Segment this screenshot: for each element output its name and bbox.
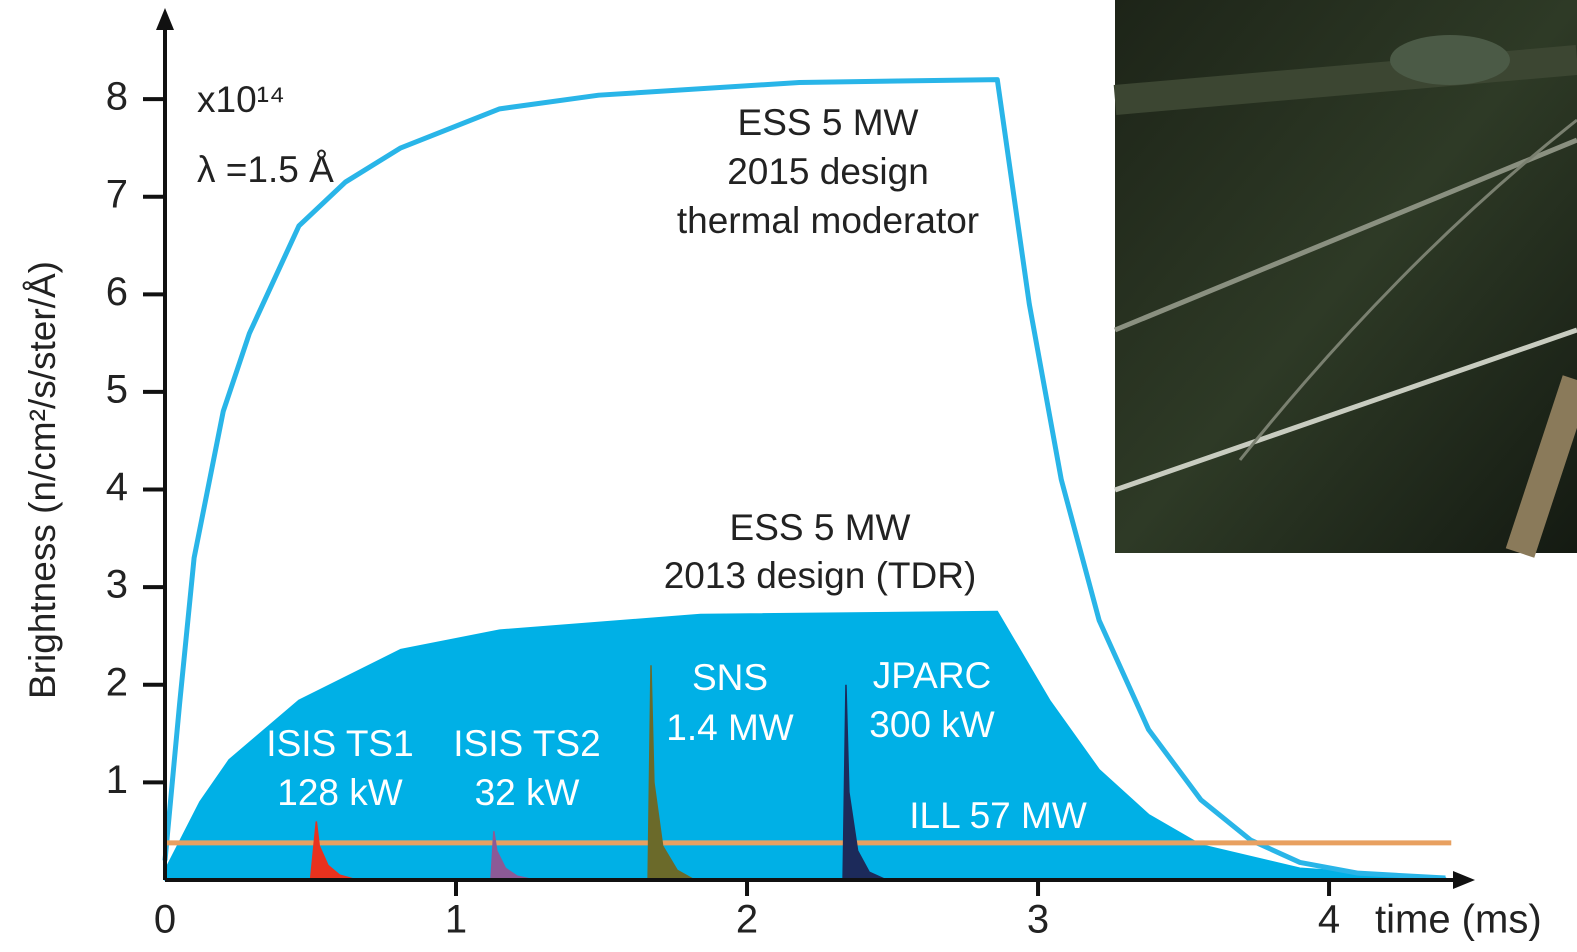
series-label: thermal moderator bbox=[677, 200, 979, 241]
series-label: 1.4 MW bbox=[666, 707, 794, 748]
annotation: λ =1.5 Å bbox=[197, 149, 334, 190]
series-label: JPARC bbox=[873, 655, 992, 696]
x-axis-label: time (ms) bbox=[1375, 898, 1542, 942]
y-tick-label: 2 bbox=[106, 660, 128, 704]
x-tick-label: 3 bbox=[1027, 898, 1049, 942]
series-label: ISIS TS2 bbox=[453, 723, 600, 764]
series-label: 2013 design (TDR) bbox=[664, 555, 977, 596]
series-label: 300 kW bbox=[869, 704, 995, 745]
series-label: 2015 design bbox=[727, 151, 929, 192]
x-tick-label: 2 bbox=[736, 898, 758, 942]
x-tick-label: 1 bbox=[445, 898, 467, 942]
y-tick-label: 4 bbox=[106, 465, 128, 509]
y-tick-label: 1 bbox=[106, 758, 128, 802]
series-label: ESS 5 MW bbox=[738, 102, 919, 143]
line bbox=[162, 77, 1446, 881]
axes bbox=[156, 8, 1475, 889]
x-tick-label: 4 bbox=[1318, 898, 1340, 942]
y-tick-label: 3 bbox=[106, 563, 128, 607]
series-label: ESS 5 MW bbox=[730, 507, 911, 548]
series-label: 32 kW bbox=[475, 772, 580, 813]
y-tick-label: 7 bbox=[106, 172, 128, 216]
series-label: SNS bbox=[692, 657, 768, 698]
series-label: ISIS TS1 bbox=[266, 723, 413, 764]
photo bbox=[1113, 0, 1577, 558]
series-label: 128 kW bbox=[277, 772, 403, 813]
x-tick-label: 0 bbox=[154, 898, 176, 942]
annotation: x10¹⁴ bbox=[197, 79, 285, 120]
y-axis-label: Brightness (n/cm²/s/ster/Å) bbox=[22, 261, 63, 699]
y-tick-label: 6 bbox=[106, 270, 128, 314]
y-tick-label: 5 bbox=[106, 367, 128, 411]
series-label: ILL 57 MW bbox=[909, 795, 1087, 836]
y-tick-label: 8 bbox=[106, 75, 128, 119]
